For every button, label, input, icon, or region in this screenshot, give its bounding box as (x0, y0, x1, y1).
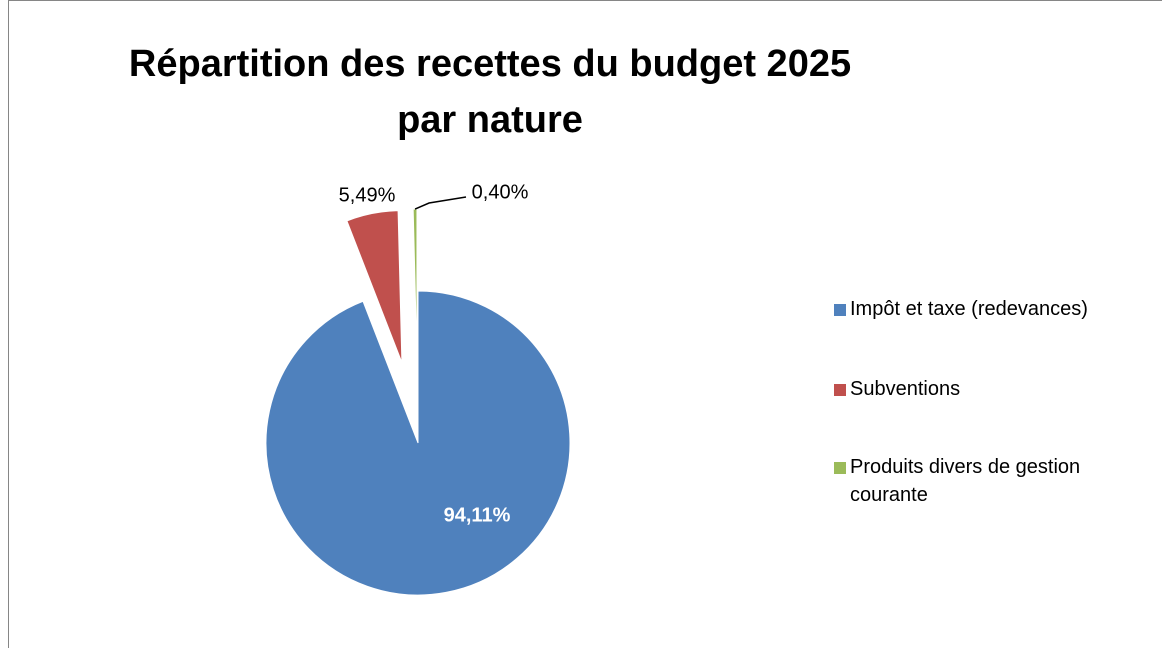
leader-line (414, 196, 467, 210)
legend-label: Impôt et taxe (redevances) (850, 298, 1088, 320)
legend-label: Subventions (850, 378, 961, 400)
pie-slice (346, 210, 403, 363)
legend-swatch (834, 462, 846, 474)
legend-swatch (834, 304, 846, 316)
pie-slice (412, 208, 418, 362)
legend-swatch (834, 384, 846, 396)
pie-slice (265, 290, 571, 596)
legend-label: Produits divers de gestion courante (850, 456, 1081, 506)
chart-title: Répartition des recettes du budget 2025 … (128, 43, 852, 141)
data-label: 5,49% (339, 184, 396, 206)
chart-frame (8, 0, 1162, 648)
data-label: 0,40% (472, 181, 529, 203)
data-label: 94,11% (444, 504, 511, 526)
